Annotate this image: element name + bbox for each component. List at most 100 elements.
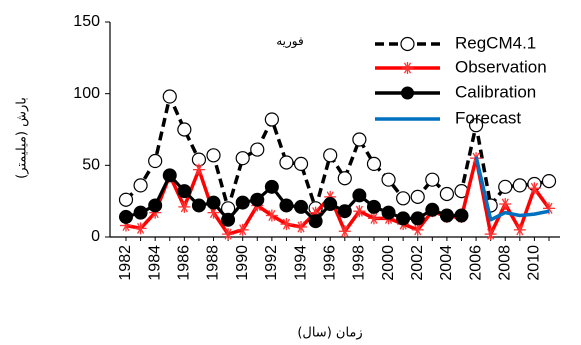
- data-point-regcm4-1: [410, 189, 425, 204]
- data-point-calibration: [177, 184, 192, 199]
- data-point-regcm4-1: [235, 151, 250, 166]
- data-point-calibration: [294, 199, 309, 214]
- y-axis-title: بارش (ميليمتر): [15, 97, 30, 179]
- data-point-calibration: [337, 204, 352, 219]
- y-tick-label: 0: [91, 228, 100, 245]
- data-point-regcm4-1: [541, 174, 557, 189]
- x-axis-label: زمان (سال): [297, 326, 362, 341]
- series-line-regcm4-1: [124, 94, 550, 211]
- data-point-calibration: [410, 211, 425, 226]
- data-point-observation: [367, 212, 380, 225]
- x-tick-label: 2004: [438, 245, 455, 281]
- data-point-regcm4-1: [293, 156, 309, 171]
- series-regcm4-1: [118, 89, 557, 216]
- x-tick-label: 1990: [234, 245, 251, 281]
- data-point-regcm4-1: [279, 155, 294, 170]
- data-point-regcm4-1: [512, 178, 527, 193]
- data-point-calibration: [279, 198, 294, 213]
- x-tick-label: 1986: [176, 245, 193, 281]
- series-calibration: [119, 168, 469, 229]
- data-point-calibration: [308, 214, 323, 229]
- data-point-calibration: [264, 179, 279, 194]
- x-tick-label: 1998: [351, 245, 368, 281]
- y-tick-label: 50: [82, 157, 100, 174]
- y-tick-label: 150: [73, 13, 100, 30]
- data-point-regcm4-1: [206, 148, 221, 163]
- x-tick-label: 1994: [292, 245, 309, 281]
- data-point-observation: [353, 205, 366, 218]
- x-tick-label: 2008: [496, 245, 513, 281]
- x-tick-label: 2006: [467, 245, 484, 281]
- y-tick-label: 100: [73, 85, 100, 102]
- y-axis-label: بارش (ميليمتر): [15, 97, 30, 179]
- data-point-calibration: [439, 208, 454, 223]
- x-tick-label: 1988: [205, 245, 222, 281]
- data-point-calibration: [221, 212, 236, 227]
- data-point-calibration: [366, 199, 381, 214]
- series-forecast: [474, 156, 550, 222]
- legend-marker-observation: [401, 62, 414, 74]
- data-point-calibration: [425, 202, 440, 217]
- data-point-observation: [338, 225, 351, 238]
- data-point-observation: [178, 200, 191, 213]
- data-point-observation: [295, 220, 308, 233]
- data-point-regcm4-1: [264, 112, 279, 127]
- data-point-observation: [528, 182, 541, 195]
- data-point-calibration: [396, 211, 411, 226]
- legend-item-observation: Observation: [375, 57, 547, 76]
- data-point-observation: [222, 228, 235, 241]
- x-tick-label: 1992: [263, 245, 280, 281]
- data-point-calibration: [119, 209, 133, 224]
- x-tick-label: 2002: [409, 245, 426, 281]
- data-point-observation: [411, 223, 424, 236]
- data-point-observation: [499, 198, 512, 211]
- data-point-observation: [192, 163, 205, 176]
- data-point-regcm4-1: [148, 153, 163, 169]
- series-layer: [118, 89, 557, 241]
- x-tick-label: 2010: [526, 245, 543, 281]
- data-point-regcm4-1: [250, 142, 265, 157]
- data-point-regcm4-1: [177, 122, 192, 137]
- data-point-observation: [484, 228, 497, 241]
- data-point-calibration: [323, 197, 338, 212]
- data-point-calibration: [454, 208, 469, 223]
- series-line-forecast: [474, 156, 550, 222]
- legend-label-forecast: Forecast: [455, 108, 521, 127]
- data-point-regcm4-1: [162, 89, 177, 104]
- x-tick-label: 2000: [380, 245, 397, 281]
- data-point-regcm4-1: [118, 192, 134, 207]
- data-point-regcm4-1: [323, 148, 338, 163]
- data-point-regcm4-1: [425, 172, 440, 187]
- data-point-observation: [134, 222, 147, 235]
- x-tick-label: 1982: [117, 245, 134, 281]
- data-point-regcm4-1: [396, 191, 411, 206]
- data-point-regcm4-1: [468, 118, 484, 133]
- x-tick-label: 1984: [146, 245, 163, 281]
- data-point-calibration: [250, 192, 265, 207]
- data-point-observation: [280, 218, 293, 231]
- data-point-regcm4-1: [381, 172, 396, 187]
- data-point-calibration: [381, 205, 396, 220]
- legend-item-calibration: Calibration: [375, 82, 536, 101]
- data-point-regcm4-1: [498, 179, 513, 194]
- legend-item-forecast: Forecast: [375, 108, 521, 127]
- data-point-calibration: [235, 195, 250, 210]
- legend-item-regcm4-1: RegCM4.1: [375, 33, 536, 52]
- legend-label-observation: Observation: [455, 57, 547, 76]
- data-point-observation: [513, 223, 526, 236]
- data-point-regcm4-1: [133, 178, 148, 193]
- data-point-calibration: [206, 195, 221, 210]
- legend-marker-calibration: [401, 86, 414, 100]
- data-point-regcm4-1: [352, 132, 367, 147]
- data-point-calibration: [133, 205, 148, 220]
- data-point-calibration: [352, 188, 367, 203]
- legend-label-regcm4-1: RegCM4.1: [455, 33, 536, 52]
- data-point-regcm4-1: [337, 171, 352, 186]
- legend-label-calibration: Calibration: [455, 82, 536, 101]
- legend: RegCM4.1 Observation Calibration Forecast: [375, 33, 547, 127]
- data-point-calibration: [162, 168, 177, 183]
- axes: 0 50 100 150 1982 1984 1986 1988 1990 1992 1994 199…: [73, 13, 560, 281]
- data-point-calibration: [148, 198, 163, 213]
- data-point-regcm4-1: [366, 156, 382, 171]
